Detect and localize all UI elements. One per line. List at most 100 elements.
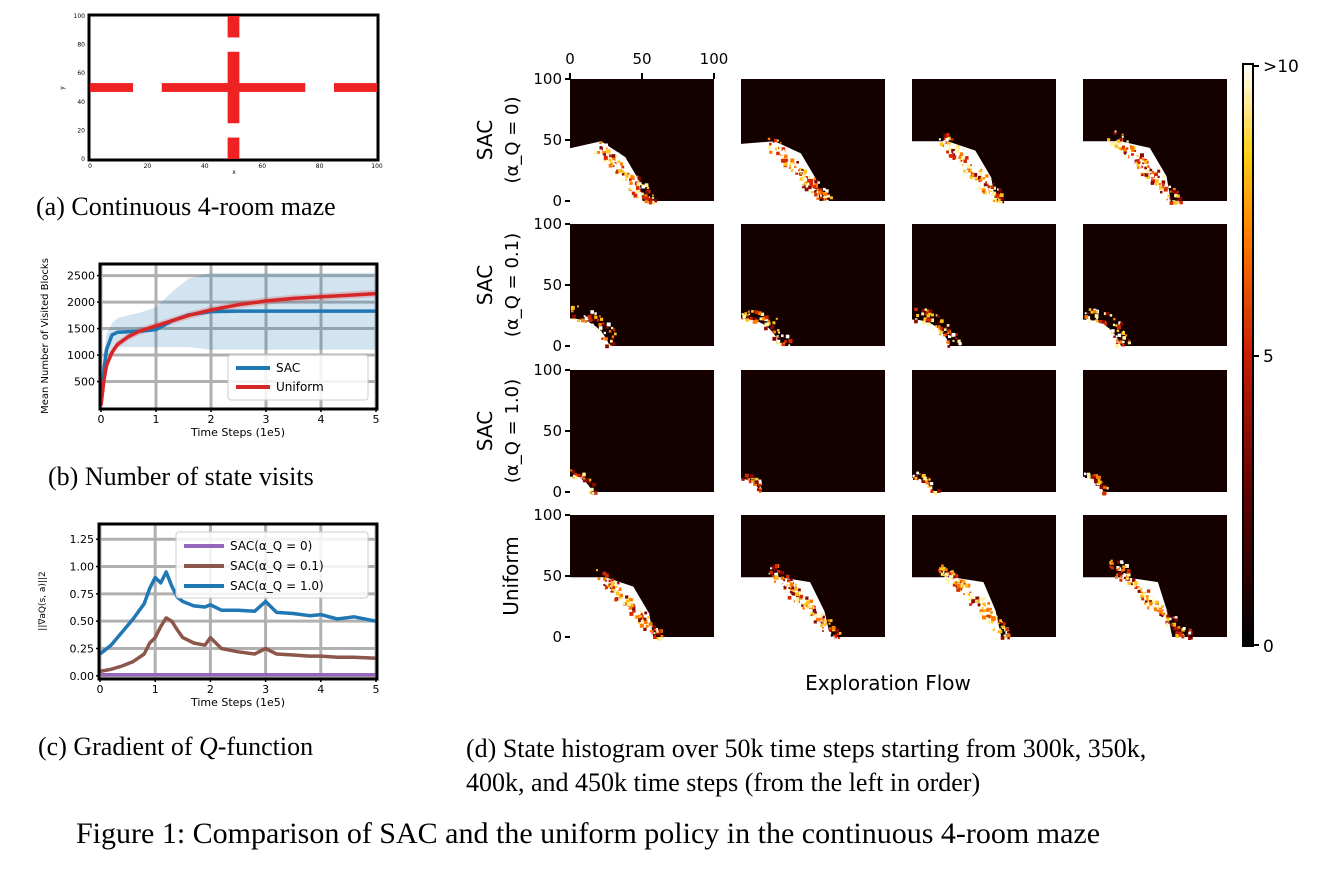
heatmap-hot-pixel — [772, 336, 777, 341]
heatmap-hot-pixel — [1142, 592, 1146, 597]
heatmap-hot-pixel — [925, 318, 929, 321]
heatmap-hot-pixel — [604, 337, 608, 341]
gradient-lines — [98, 570, 377, 677]
heatmap-hot-pixel — [1139, 170, 1142, 173]
heatmap-hot-pixel — [1133, 149, 1137, 152]
heatmap-hot-pixel — [1126, 140, 1129, 143]
heatmap-hot-pixel — [1083, 476, 1085, 479]
heatmap-hot-pixel — [774, 575, 779, 579]
heatmap-hot-pixel — [1129, 149, 1133, 152]
heatmap-hot-pixel — [993, 615, 998, 620]
heatmap-hot-pixel — [982, 602, 986, 607]
heatmap-hot-pixel — [955, 337, 958, 340]
maze-x-tick: 20 — [144, 163, 152, 170]
heatmap-hot-pixel — [798, 169, 800, 172]
x-tick-label: 5 — [373, 683, 380, 696]
heatmap-hot-pixel — [916, 471, 919, 475]
heatmap-hot-pixel — [1171, 190, 1176, 194]
y-tick-label: 1000 — [67, 349, 95, 362]
heatmap-hot-pixel — [596, 569, 598, 572]
heatmap-hot-pixel — [1141, 588, 1145, 592]
heatmap-hot-pixel — [609, 345, 612, 349]
heatmap-hot-pixel — [570, 305, 575, 310]
heatmap-hot-pixel — [980, 605, 984, 609]
heatmap-hot-pixel — [952, 339, 955, 342]
y-tick-label: 0.00 — [70, 670, 95, 683]
heatmap-hot-pixel — [640, 620, 644, 623]
heatmap-hot-pixel — [603, 577, 607, 581]
heatmap-hot-pixel — [1155, 179, 1159, 183]
heatmap-cell — [1083, 370, 1227, 496]
heatmap-hot-pixel — [770, 325, 775, 330]
heatmap-hot-pixel — [923, 476, 927, 481]
heatmap-hot-pixel — [982, 186, 986, 190]
heatmap-hot-pixel — [594, 151, 598, 155]
heatmap-hot-pixel — [988, 614, 992, 619]
heatmap-hot-pixel — [925, 481, 929, 485]
heatmap-hot-pixel — [1099, 320, 1103, 324]
heatmap-hot-pixel — [985, 181, 987, 184]
heatmap-hot-pixel — [615, 152, 620, 157]
heatmap-hot-pixel — [796, 161, 799, 164]
heatmap-hot-pixel — [776, 151, 780, 156]
heatmap-hot-pixel — [1120, 569, 1124, 572]
heatmap-hot-pixel — [1113, 318, 1116, 321]
heatmap-hot-pixel — [1001, 625, 1006, 629]
heatmap-hot-pixel — [951, 332, 956, 337]
heatmap-hot-pixel — [1172, 200, 1176, 204]
heatmap-hot-pixel — [965, 164, 968, 167]
heatmap-hot-pixel — [817, 181, 820, 184]
heatmap-hot-pixel — [1178, 632, 1183, 636]
heatmap-hot-pixel — [955, 580, 958, 584]
heatmap-hot-pixel — [593, 319, 596, 321]
heatmap-hot-pixel — [1106, 486, 1109, 490]
heatmap-hot-pixel — [809, 599, 813, 603]
heatmap-hot-pixel — [778, 147, 781, 150]
heatmap-hot-pixel — [822, 187, 826, 191]
heatmap-hot-pixel — [1120, 148, 1123, 151]
heatmap-hot-pixel — [936, 315, 940, 318]
heatmap-hot-pixel — [1087, 319, 1090, 322]
heatmap-y-tick-label: 100 — [533, 506, 562, 524]
heatmap-row-label: SAC — [473, 120, 497, 160]
heatmap-hot-pixel — [817, 190, 822, 195]
heatmap-hot-pixel — [928, 478, 931, 481]
heatmap-hot-pixel — [1119, 321, 1124, 326]
heatmap-hot-pixel — [801, 178, 804, 181]
heatmap-hot-pixel — [1172, 616, 1175, 619]
x-tick-label: 4 — [318, 413, 325, 426]
series-line-2 — [98, 570, 377, 656]
heatmap-hot-pixel — [746, 314, 749, 317]
heatmap-hot-pixel — [1090, 311, 1094, 314]
heatmap-hot-pixel — [1144, 173, 1149, 177]
heatmap-hot-pixel — [808, 604, 813, 608]
heatmap-hot-pixel — [788, 587, 791, 589]
heatmap-hot-pixel — [1086, 316, 1091, 320]
heatmap-hot-pixel — [828, 628, 832, 632]
heatmap-hot-pixel — [1172, 628, 1175, 631]
heatmap-hot-pixel — [956, 583, 961, 588]
heatmap-row-labels: SAC (α_Q = 0)SAC (α_Q = 0.1)SAC (α_Q = 1.0)… — [473, 96, 523, 615]
heatmap-hot-pixel — [780, 570, 785, 575]
heatmap-hot-pixel — [977, 603, 980, 606]
heatmap-hot-pixel — [592, 482, 596, 487]
heatmap-hot-pixel — [747, 478, 751, 481]
heatmap-hot-pixel — [961, 164, 964, 166]
heatmap-hot-pixel — [612, 328, 616, 331]
heatmap-hot-pixel — [1123, 150, 1127, 154]
heatmap-hot-pixel — [914, 307, 918, 312]
heatmap-hot-pixel — [1117, 333, 1122, 337]
heatmap-hot-pixel — [613, 329, 616, 332]
maze-walls — [90, 16, 377, 159]
heatmap-hot-pixel — [816, 188, 819, 191]
maze-wall-2 — [333, 83, 377, 92]
heatmap-hot-pixel — [770, 567, 772, 570]
heatmap-hot-pixel — [950, 577, 953, 580]
heatmap-hot-pixel — [955, 146, 959, 150]
heatmap-hot-pixel — [771, 574, 774, 578]
heatmap-hot-pixel — [1136, 155, 1139, 157]
heatmap-hot-pixel — [643, 627, 647, 631]
heatmap-hot-pixel — [941, 564, 944, 568]
heatmap-hot-pixel — [1169, 197, 1172, 200]
heatmap-hot-pixel — [969, 592, 973, 596]
